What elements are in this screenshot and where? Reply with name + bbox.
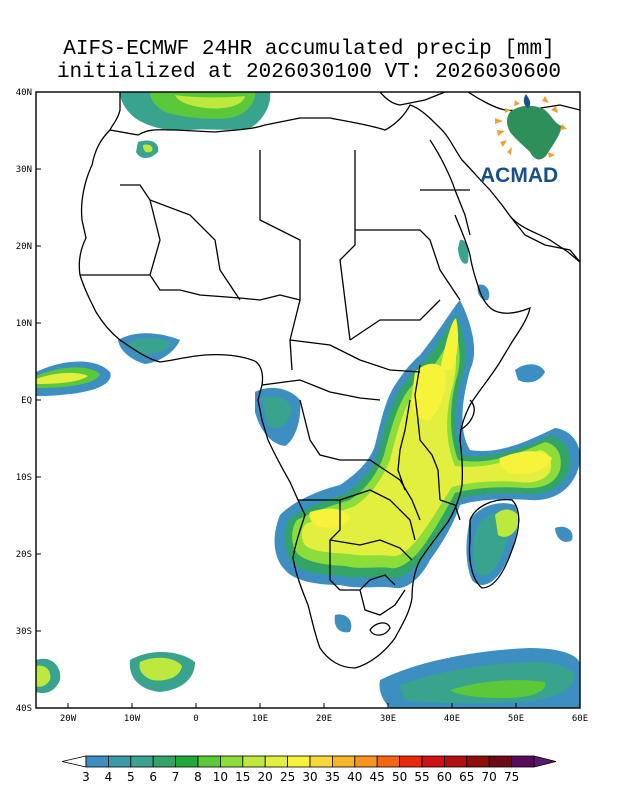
colorbar-label: 40 [347,770,362,784]
colorbar-swatch [511,755,535,768]
colorbar-label: 50 [392,770,407,784]
logo-text: ACMAD [480,164,558,187]
colorbar-swatch [152,755,176,768]
colorbar-swatch [309,755,333,768]
acmad-logo: ACMAD [480,94,567,187]
x-tick-label: 20E [316,714,332,724]
colorbar-swatch [399,755,423,768]
colorbar-label: 60 [437,770,452,784]
colorbar-swatch [130,755,154,768]
y-tick-label: 20N [16,242,32,252]
y-tick-label: 10N [16,319,32,329]
colorbar-low-arrow [61,755,87,768]
colorbar-swatch [108,755,132,768]
x-tick-label: 10W [124,714,141,724]
colorbar-swatch [197,755,221,768]
colorbar-swatch [85,755,109,768]
colorbar-label: 55 [414,770,429,784]
colorbar-high-arrow [533,755,557,768]
coastline-borders [78,92,580,669]
colorbar-label: 4 [105,770,113,784]
y-tick-label: EQ [21,396,32,406]
colorbar-label: 25 [280,770,295,784]
chart-title-line-1: AIFS-ECMWF 24HR accumulated precip [mm] [63,38,555,61]
colorbar-swatch [488,755,513,768]
y-axis: 40N 30N 20N 10N EQ 10S 20S 30S 40S [16,88,41,714]
colorbar-swatch [421,755,445,768]
colorbar-swatch [175,755,199,768]
colorbar-label: 30 [302,770,317,784]
colorbar-swatch [466,755,490,768]
x-tick-label: 50E [508,714,524,724]
colorbar-swatch [242,755,266,768]
colorbar-label: 3 [82,770,90,784]
colorbar-label: 45 [370,770,385,784]
y-tick-label: 20S [16,550,32,560]
y-tick-label: 10S [16,473,32,483]
x-axis: 20W 10W 0 10E 20E 30E 40E 50E 60E [60,703,588,724]
colorbar-swatch [264,755,289,768]
x-tick-label: 0 [193,714,198,724]
chart-title-line-2: initialized at 2026030100 VT: 2026030600 [56,61,562,84]
x-tick-label: 30E [380,714,396,724]
colorbar-label: 8 [194,770,202,784]
africa-sun-logo-icon [495,94,567,160]
colorbar-label: 15 [235,770,250,784]
colorbar-label: 70 [482,770,497,784]
colorbar-label: 35 [325,770,340,784]
x-tick-label: 60E [572,714,588,724]
x-tick-label: 20W [60,714,77,724]
colorbar-swatch [443,755,468,768]
colorbar-label: 5 [127,770,135,784]
y-tick-label: 40S [16,704,32,714]
colorbar-label: 75 [504,770,519,784]
colorbar-label: 65 [459,770,474,784]
y-tick-label: 30S [16,627,32,637]
colorbar-label: 10 [213,770,228,784]
colorbar-label: 7 [172,770,180,784]
colorbar-swatch [354,755,378,768]
colorbar-swatch [376,755,401,768]
colorbar-swatch [287,755,311,768]
y-tick-label: 40N [16,88,32,98]
colorbar-label: 6 [149,770,157,784]
colorbar-swatch [219,755,244,768]
y-tick-label: 30N [16,165,32,175]
x-tick-label: 40E [444,714,460,724]
colorbar: 3 4 5 6 7 8 10 15 20 25 30 35 40 45 50 55 60 65 70 75 [61,755,557,784]
colorbar-label: 20 [258,770,273,784]
x-tick-label: 10E [252,714,268,724]
colorbar-swatch [331,755,356,768]
